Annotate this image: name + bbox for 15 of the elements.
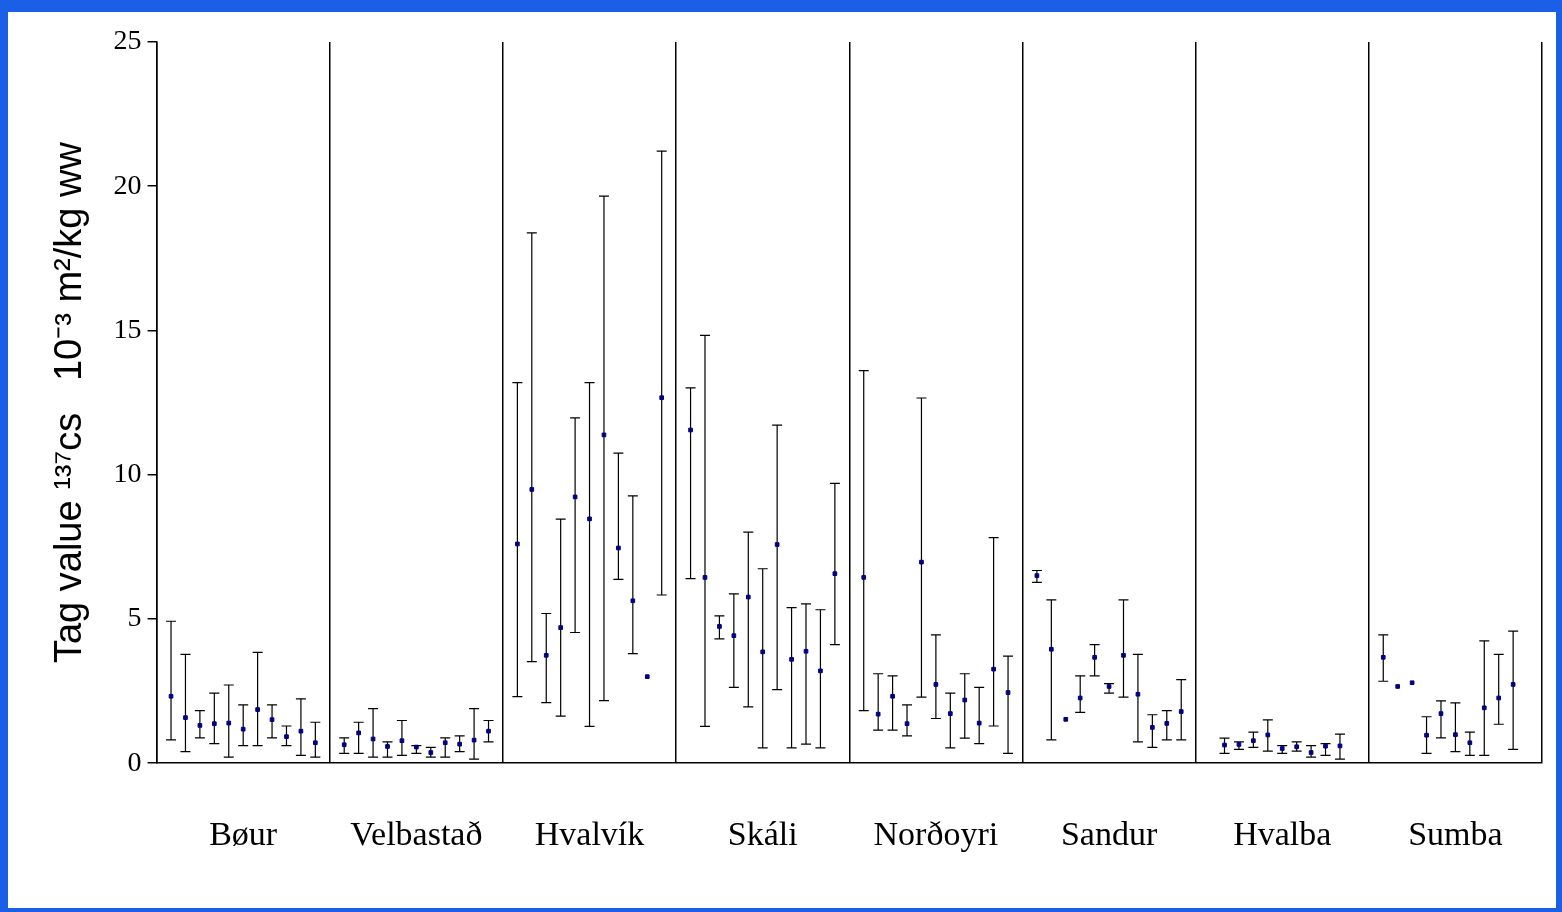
x-tick-label: Bøur bbox=[209, 814, 278, 852]
y-tick-label: 20 bbox=[113, 168, 142, 200]
x-tick-label: Hvalvík bbox=[534, 814, 645, 852]
y-tick-label: 0 bbox=[127, 745, 142, 777]
y-tick-label: 15 bbox=[113, 312, 142, 344]
y-tick-label: 10 bbox=[113, 457, 142, 489]
x-tick-label: Sumba bbox=[1408, 814, 1503, 852]
y-tick-label: 5 bbox=[127, 601, 142, 633]
x-tick-label: Velbastað bbox=[350, 814, 483, 852]
x-tick-label: Skáli bbox=[727, 814, 798, 852]
x-tick-label: Hvalba bbox=[1233, 814, 1332, 852]
x-tick-label: Norðoyri bbox=[873, 814, 999, 852]
x-tick-label: Sandur bbox=[1060, 814, 1158, 852]
y-tick-label: 25 bbox=[113, 24, 142, 56]
y-axis-title: Tag value ¹³⁷cs 10⁻³ m²/kg ww bbox=[47, 141, 90, 664]
